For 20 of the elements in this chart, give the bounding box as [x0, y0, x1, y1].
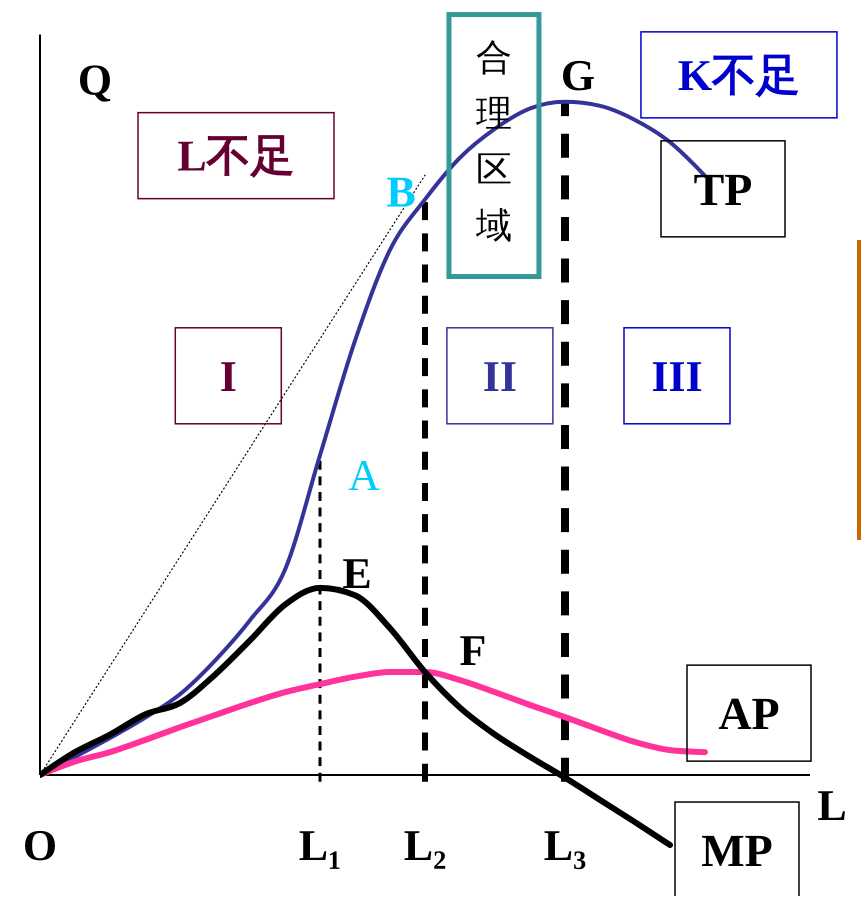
series-label: TP	[694, 164, 752, 215]
annotation: E	[342, 548, 372, 598]
annotation: G	[560, 50, 596, 100]
annotation: B	[386, 167, 416, 216]
annotation: L不足	[177, 132, 295, 181]
series-label: MP	[701, 825, 773, 876]
x-tick-label: L₁	[298, 821, 342, 870]
annotation: I	[220, 352, 237, 401]
x-axis-title: L	[817, 781, 847, 830]
x-tick-label: L₂	[404, 821, 446, 870]
y-axis-title: Q	[78, 55, 112, 104]
x-tick-label: O	[22, 821, 58, 870]
x-tick-label: L₃	[544, 821, 586, 870]
annotation: II	[482, 352, 518, 401]
annotation: F	[460, 626, 486, 676]
annotation: III	[651, 352, 703, 401]
text: K不足	[678, 50, 800, 100]
annotation: A	[348, 451, 380, 500]
annotation: 合理区域	[474, 38, 512, 247]
series-label: AP	[718, 688, 780, 740]
